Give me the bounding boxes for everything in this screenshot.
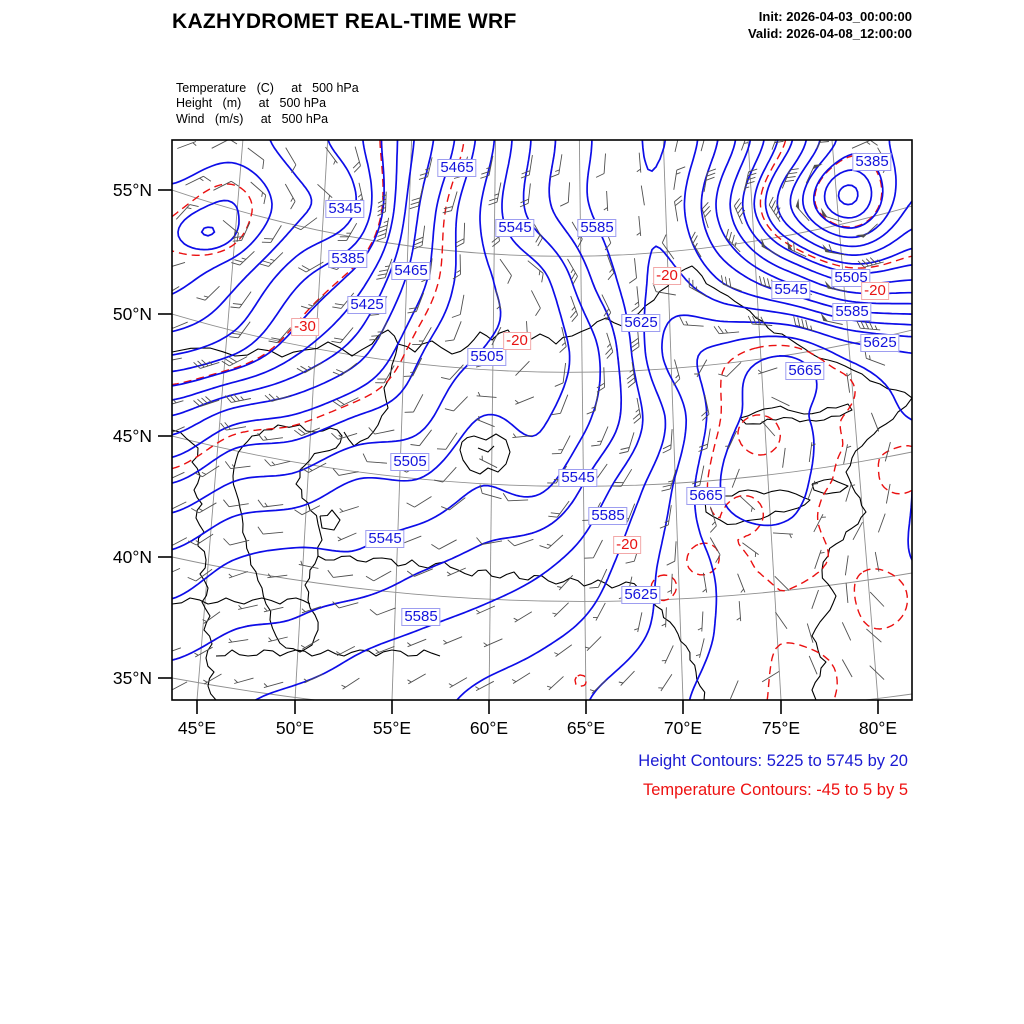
coastlines bbox=[172, 265, 912, 700]
map-frame bbox=[171, 139, 913, 701]
axes bbox=[158, 139, 913, 714]
valid-timestamp: Valid: 2026-04-08_12:00:00 bbox=[747, 26, 912, 41]
height-contours bbox=[172, 140, 912, 700]
page-title: KAZHYDROMET REAL-TIME WRF bbox=[172, 10, 517, 33]
height-contours-caption: Height Contours: 5225 to 5745 by 20 bbox=[638, 752, 908, 770]
legend-line-height: Height (m) at 500 hPa bbox=[176, 96, 327, 111]
legend-line-wind: Wind (m/s) at 500 hPa bbox=[176, 111, 329, 126]
init-timestamp: Init: 2026-04-03_00:00:00 bbox=[758, 9, 912, 24]
temperature-contours-caption: Temperature Contours: -45 to 5 by 5 bbox=[642, 781, 908, 799]
wind-barbs bbox=[172, 140, 891, 700]
legend-line-temperature: Temperature (C) at 500 hPa bbox=[176, 81, 359, 95]
variable-legend: Temperature (C) at 500 hPa Height (m) at… bbox=[176, 81, 359, 127]
map-inner bbox=[172, 140, 912, 700]
